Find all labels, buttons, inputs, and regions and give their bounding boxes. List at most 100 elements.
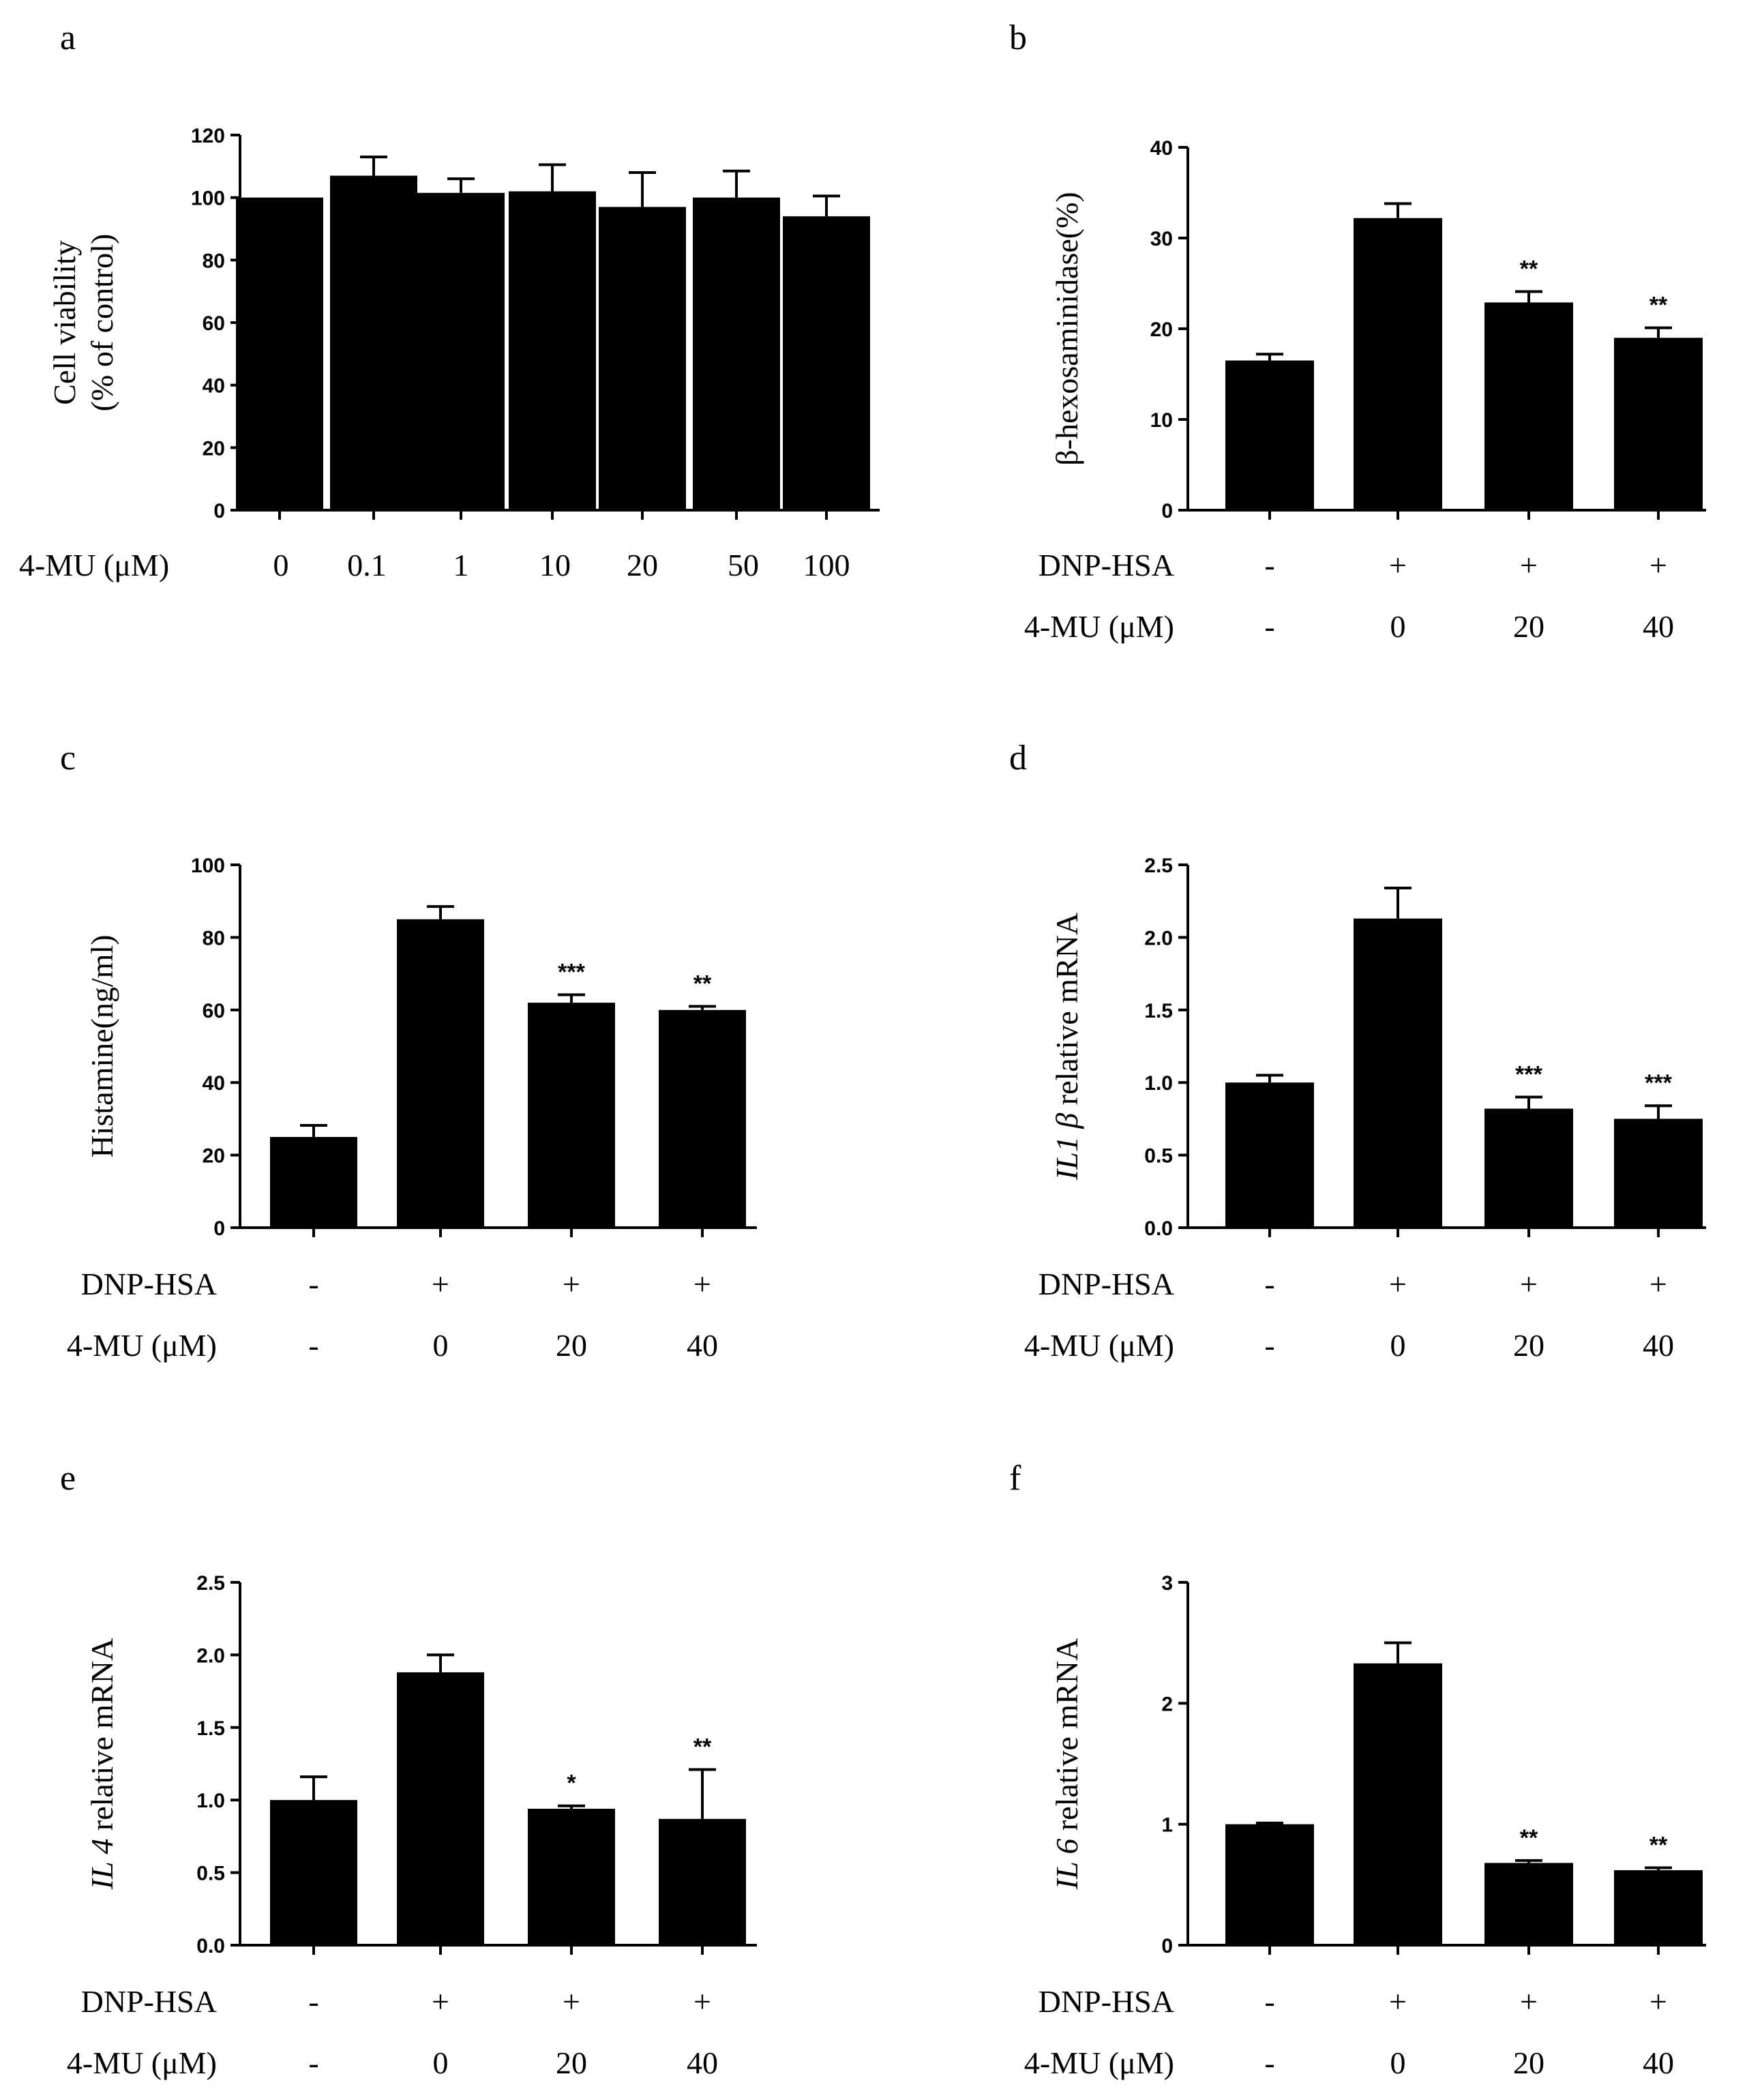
bar: [270, 1800, 357, 1945]
condition-value: -: [1264, 1267, 1274, 1301]
condition-value: -: [308, 1328, 318, 1363]
panel-letter: f: [1009, 1459, 1021, 1498]
bar: [1225, 1082, 1314, 1228]
y-tick-label: 100: [191, 188, 225, 210]
significance-label: ***: [1515, 1061, 1542, 1087]
condition-row-label: 4-MU (μM): [1024, 1328, 1174, 1363]
panel-letter: b: [1009, 18, 1027, 57]
condition-value: 0: [1390, 609, 1406, 644]
y-tick-label: 120: [191, 125, 225, 147]
y-axis-title-suffix: relative mRNA: [85, 1638, 119, 1839]
condition-value: 0: [1390, 1328, 1406, 1363]
condition-row-label: 4-MU (μM): [67, 2045, 217, 2080]
bar: [528, 1808, 615, 1945]
condition-value: -: [308, 1984, 318, 2019]
bar: [509, 191, 596, 510]
y-tick-label: 40: [203, 375, 225, 398]
condition-row-label: DNP-HSA: [81, 1984, 217, 2019]
y-tick-label: 2.0: [1144, 927, 1173, 949]
condition-value: +: [693, 1984, 711, 2019]
y-tick-label: 100: [191, 855, 225, 877]
condition-value: -: [1264, 2045, 1274, 2080]
significance-label: **: [693, 971, 712, 996]
condition-row-label: 4-MU (μM): [1024, 609, 1174, 644]
condition-value: +: [1389, 1267, 1407, 1301]
condition-value: -: [308, 1267, 318, 1301]
y-tick-label: 30: [1150, 228, 1173, 250]
significance-label: **: [1649, 293, 1668, 319]
bar: [1484, 1108, 1573, 1228]
y-tick-label: 1.5: [1144, 1000, 1173, 1022]
condition-value: 20: [556, 1328, 587, 1363]
condition-value: 1: [453, 548, 469, 582]
condition-value: 40: [1643, 609, 1674, 644]
condition-value: 40: [1643, 1328, 1674, 1363]
condition-row-label: DNP-HSA: [1039, 1984, 1174, 2019]
y-tick-label: 20: [203, 1145, 225, 1168]
y-axis-title-gene: IL1 β: [1049, 1113, 1084, 1181]
condition-row-label: DNP-HSA: [81, 1267, 217, 1301]
condition-row-label: 4-MU (μM): [1024, 2045, 1174, 2080]
y-tick-label: 0.5: [196, 1863, 225, 1885]
bar: [397, 1672, 484, 1945]
condition-value: +: [1520, 1984, 1538, 2019]
bar: [693, 197, 780, 510]
condition-value: 40: [1643, 2045, 1674, 2080]
y-axis-title: (% of control): [85, 234, 119, 412]
y-tick-label: 1.5: [196, 1717, 225, 1740]
condition-value: 0: [433, 1328, 449, 1363]
significance-label: **: [1520, 256, 1538, 282]
condition-value: +: [1520, 548, 1538, 582]
y-tick-label: 1: [1161, 1814, 1173, 1837]
condition-value: -: [1264, 1328, 1274, 1363]
y-tick-label: 2.0: [196, 1644, 225, 1667]
significance-label: *: [567, 1771, 576, 1796]
condition-value: 40: [687, 1328, 718, 1363]
condition-value: 20: [1513, 1328, 1544, 1363]
panel-e: e0.00.51.01.52.02.5IL 4 relative mRNA ***…: [60, 1459, 757, 2080]
y-tick-label: 20: [1150, 319, 1173, 341]
condition-value: 40: [687, 2045, 718, 2080]
condition-value: -: [1264, 1984, 1274, 2019]
bar: [1354, 218, 1442, 510]
condition-value: +: [1389, 548, 1407, 582]
y-tick-label: 3: [1161, 1572, 1173, 1595]
y-axis-title-gene: IL 4: [85, 1839, 119, 1891]
condition-value: 0: [433, 2045, 449, 2080]
significance-label: **: [1649, 1833, 1668, 1859]
panel-letter: d: [1009, 739, 1027, 778]
y-tick-label: 0.5: [1144, 1145, 1173, 1168]
bar: [1484, 302, 1573, 510]
panel-letter: e: [60, 1459, 76, 1498]
panel-b: b 0 10 20 30 40 β-hexosaminidase(%) ** ** DNP-HSA…: [1009, 18, 1706, 644]
bar: [1225, 1824, 1314, 1945]
y-tick-label: 80: [203, 250, 225, 272]
panel-d: d 0.0 0.5 1.0 1.5 2.0 2.5 IL1 β relative mRNA **…: [1009, 739, 1706, 1363]
bar: [270, 1137, 357, 1228]
condition-row-label: 4-MU (μM): [19, 548, 169, 582]
bar: [659, 1818, 746, 1945]
y-tick-label: 0: [213, 500, 225, 522]
significance-label: ***: [558, 959, 585, 985]
y-tick-label: 0: [213, 1217, 225, 1240]
bar: [1225, 360, 1314, 510]
bar: [528, 1003, 615, 1228]
condition-row-label: DNP-HSA: [1039, 1267, 1174, 1301]
condition-value: 20: [1513, 609, 1544, 644]
significance-label: ***: [1645, 1070, 1672, 1096]
bar: [1614, 338, 1703, 510]
bar: [330, 175, 417, 510]
y-axis-title-gene: IL 6: [1049, 1839, 1084, 1891]
panel-f: f 0 1 2 3 IL 6 relative mRNA ** ** DNP-HSA - + + +4-…: [1009, 1459, 1706, 2080]
y-tick-label: 1.0: [1144, 1072, 1173, 1095]
condition-value: +: [432, 1984, 449, 2019]
condition-value: +: [1649, 1267, 1667, 1301]
condition-value: 10: [539, 548, 571, 582]
condition-value: +: [432, 1267, 449, 1301]
y-tick-label: 0: [1161, 500, 1173, 522]
condition-value: +: [1649, 1984, 1667, 2019]
condition-value: +: [693, 1267, 711, 1301]
condition-value: 20: [556, 2045, 587, 2080]
condition-value: -: [1264, 609, 1274, 644]
